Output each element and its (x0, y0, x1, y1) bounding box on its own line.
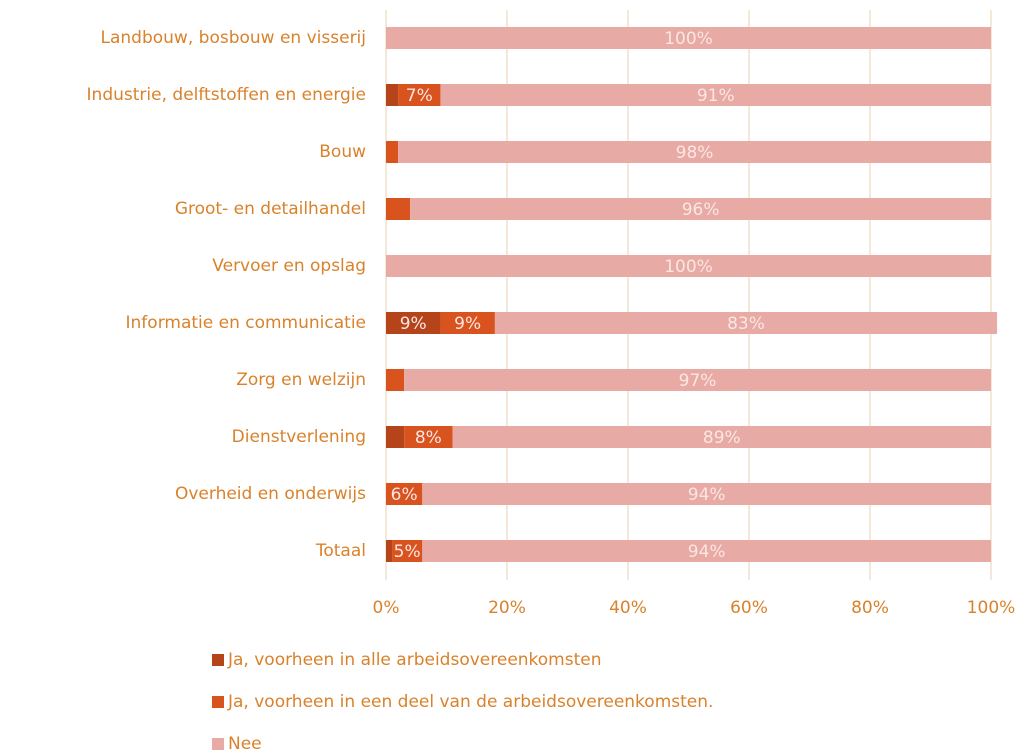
y-tick-label: Dienstverlening (232, 427, 366, 447)
bar-segment (404, 369, 991, 391)
legend-label: Ja, voorheen in een deel van de arbeidso… (227, 692, 713, 712)
bar-segment (494, 312, 998, 334)
x-tick-label: 80% (851, 598, 889, 618)
x-tick-label: 20% (488, 598, 526, 618)
bar-segment (422, 540, 991, 562)
bar-segment (398, 84, 441, 106)
bar-segment (392, 540, 423, 562)
legend-label: Nee (228, 734, 262, 754)
data-label: 8% (415, 428, 442, 448)
bar-segment (440, 84, 991, 106)
data-label: 97% (679, 371, 717, 391)
data-label: 91% (697, 86, 735, 106)
data-label: 6% (391, 485, 418, 505)
x-tick-label: 60% (730, 598, 768, 618)
data-label: 7% (406, 86, 433, 106)
x-tick-label: 40% (609, 598, 647, 618)
data-label: 83% (727, 314, 765, 334)
bar-segment (386, 540, 393, 562)
bar-segment (386, 312, 441, 334)
bar-segment (386, 198, 411, 220)
y-tick-label: Vervoer en opslag (212, 256, 366, 276)
bar-segment (386, 426, 405, 448)
data-label: 98% (676, 143, 714, 163)
y-tick-label: Bouw (319, 142, 366, 162)
data-label: 5% (394, 542, 421, 562)
x-tick-label: 100% (967, 598, 1016, 618)
legend-label: Ja, voorheen in alle arbeidsovereenkomst… (227, 650, 602, 670)
bar-segment (386, 255, 991, 277)
data-label: 94% (688, 542, 726, 562)
bar-segment (422, 483, 991, 505)
bar-segment (386, 84, 399, 106)
y-tick-label: Informatie en communicatie (126, 313, 366, 333)
y-tick-label: Industrie, delftstoffen en energie (87, 85, 366, 105)
legend-swatch (212, 696, 224, 708)
data-label: 96% (682, 200, 720, 220)
data-label: 89% (703, 428, 741, 448)
bar-segment (440, 312, 495, 334)
bar-segment (386, 27, 991, 49)
data-label: 100% (664, 29, 713, 49)
bar-segment (452, 426, 991, 448)
bar-segment (386, 369, 405, 391)
data-label: 94% (688, 485, 726, 505)
y-tick-label: Totaal (315, 541, 366, 561)
x-tick-label: 0% (373, 598, 400, 618)
bar-segment (386, 483, 423, 505)
bar-segment (404, 426, 453, 448)
bar-segment (386, 141, 399, 163)
bar-segment (410, 198, 991, 220)
bar-segment (398, 141, 992, 163)
data-label: 9% (400, 314, 427, 334)
data-label: 9% (454, 314, 481, 334)
y-tick-label: Landbouw, bosbouw en visserij (101, 28, 366, 48)
legend-swatch (212, 654, 224, 666)
data-label: 100% (664, 257, 713, 277)
legend-swatch (212, 738, 224, 750)
y-tick-label: Zorg en welzijn (236, 370, 366, 390)
y-tick-label: Groot- en detailhandel (175, 199, 366, 219)
y-tick-label: Overheid en onderwijs (175, 484, 366, 504)
